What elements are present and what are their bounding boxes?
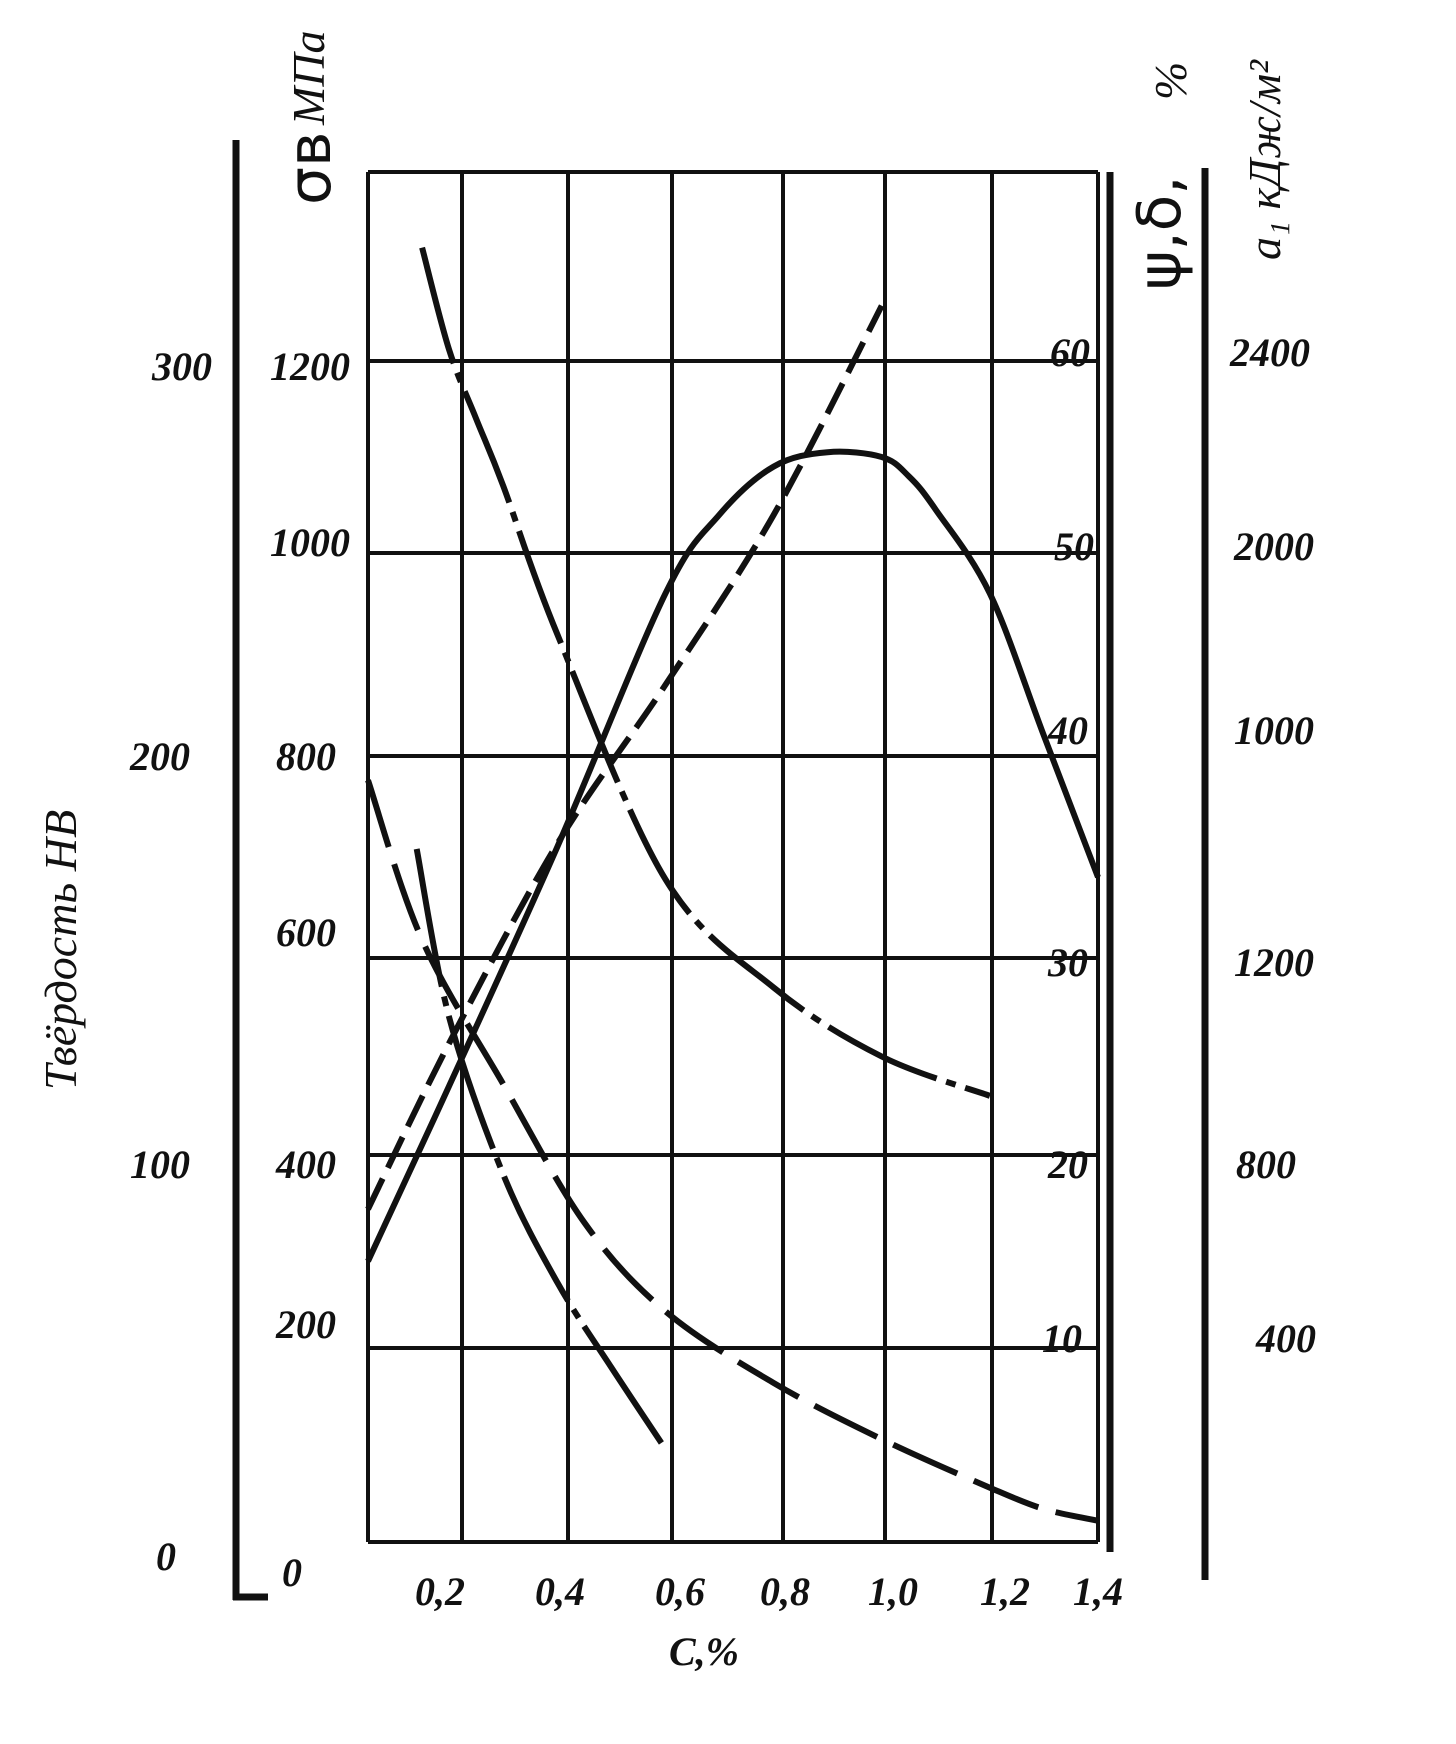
sigma-tick-label: 0 [282,1550,302,1595]
series-line-solid [365,448,1101,1263]
x-tick-label: 1,2 [980,1569,1030,1614]
sigma-tick-label: 600 [276,910,336,955]
a1-tick-label: 1200 [1234,940,1314,985]
sigma-tick-label: 800 [276,734,336,779]
hb-tick-label: 200 [129,734,190,779]
sigma-unit: МПа [283,30,334,126]
series-line-dash-dot-solid [413,848,668,1451]
a1-axis-title: a₁ кДж/м² [1239,59,1290,260]
hb-tick-label: 100 [130,1142,190,1187]
sigma-symbol: σв [275,132,345,205]
hb-axis-title: Твёрдость НВ [35,810,86,1090]
x-axis-title: C,% [669,1629,739,1674]
x-tick-label: 1,4 [1073,1569,1123,1614]
series-line-dash [365,304,885,1211]
psi-delta-tick-label: 40 [1047,708,1088,753]
psi-delta-symbol: ψ,δ, [1125,176,1195,290]
x-tick-label: 1,0 [868,1569,918,1614]
x-tick-label: 0,4 [535,1569,585,1614]
psi-delta-tick-label: 20 [1047,1142,1088,1187]
a1-tick-label: 1000 [1234,708,1314,753]
hb-tick-label: 300 [151,344,212,389]
psi-delta-tick-label: 60 [1050,330,1090,375]
grid-layer [366,170,1100,1544]
series-line-dash-dot [419,246,991,1099]
a1-tick-label: 2400 [1229,330,1310,375]
psi-delta-axis-title: ψ,δ, [1125,176,1195,290]
axes-layer [232,140,1209,1601]
sigma-tick-label: 1200 [270,344,350,389]
a1-tick-label: 400 [1255,1316,1316,1361]
a1-tick-label: 2000 [1233,524,1314,569]
psi-delta-tick-label: 50 [1054,524,1094,569]
labels-layer: 300 200 100 0 Твёрдость НВ 1200 1000 800… [35,30,1316,1674]
hb-tick-label: 0 [156,1534,176,1579]
a1-tick-label: 800 [1236,1142,1296,1187]
x-tick-label: 0,6 [655,1569,705,1614]
psi-delta-tick-label: 10 [1042,1316,1082,1361]
series-line-long-dash [365,779,1099,1524]
sigma-axis-title: σв МПа [275,30,345,205]
x-tick-label: 0,8 [760,1569,810,1614]
sigma-tick-label: 1000 [270,520,350,565]
x-tick-label: 0,2 [415,1569,465,1614]
psi-delta-unit: % [1145,62,1196,100]
psi-delta-tick-label: 30 [1047,940,1088,985]
sigma-tick-label: 400 [275,1142,336,1187]
curves-layer [365,246,1101,1524]
sigma-tick-label: 200 [275,1302,336,1347]
